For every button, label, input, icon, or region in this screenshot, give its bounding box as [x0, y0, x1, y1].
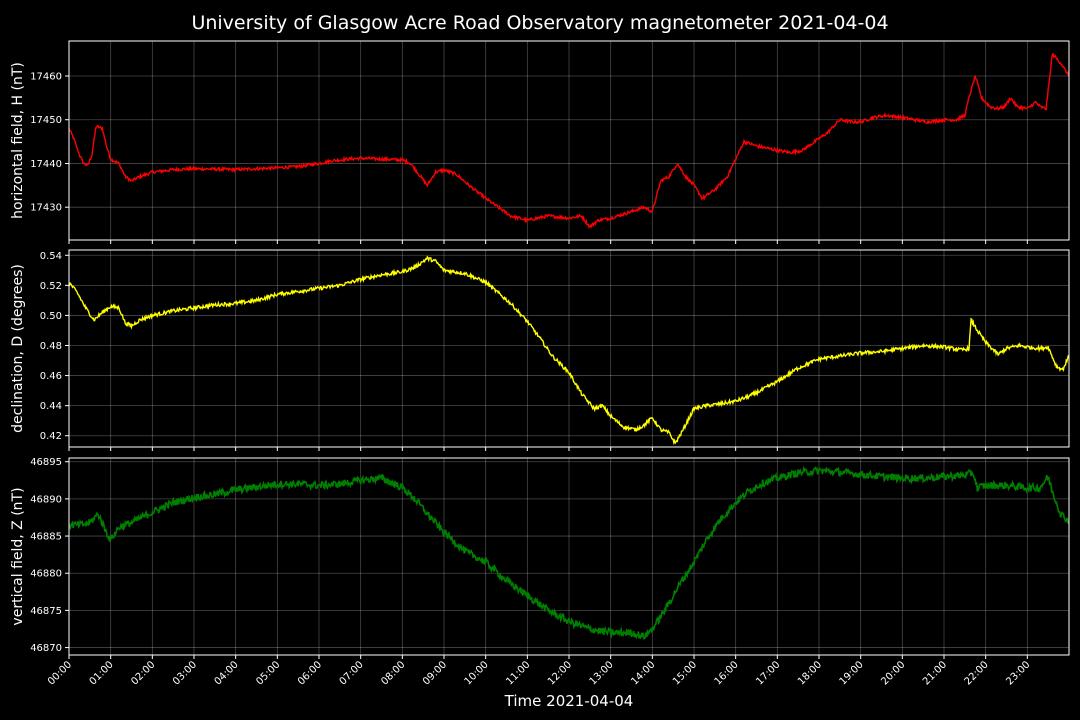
panel-1: 17430 17440 17450 17460 horizontal field, H … [10, 40, 1070, 244]
x-tick-label: 22:00 [963, 659, 991, 687]
series-line [69, 52, 1069, 229]
x-tick-label: 20:00 [879, 659, 907, 687]
x-tick-label: 15:00 [671, 659, 699, 687]
x-tick-label: 06:00 [296, 659, 324, 687]
x-tick-label: 02:00 [129, 659, 157, 687]
y-tick-label: 46880 [30, 569, 62, 580]
y-tick-label: 17440 [30, 159, 62, 170]
x-tick-label: 00:00 [46, 659, 74, 687]
panel-3: 46870 46875 46880 46885 46890 46895 vertical f… [10, 457, 1070, 659]
y-tick-label: 46895 [30, 457, 62, 468]
y-tick-label: 0.48 [40, 341, 62, 352]
y-tick-label: 17430 [30, 203, 62, 214]
y-tick-label: 17450 [30, 115, 62, 126]
x-tick-label: 14:00 [629, 659, 657, 687]
chart-panels: 17430 17440 17450 17460 horizontal field, H … [10, 40, 1070, 688]
y-axis-label: vertical field, Z (nT) [10, 487, 26, 625]
x-tick-label: 18:00 [796, 659, 824, 687]
x-tick-label: 13:00 [588, 659, 616, 687]
x-tick-label: 12:00 [546, 659, 574, 687]
x-tick-label: 17:00 [754, 659, 782, 687]
x-tick-label: 07:00 [338, 659, 366, 687]
series-line [69, 465, 1069, 641]
panel-frame [68, 40, 1070, 241]
series-line [69, 255, 1069, 446]
y-tick-label: 0.50 [40, 311, 62, 322]
panel-frame [68, 457, 1070, 656]
x-tick-label: 21:00 [921, 659, 949, 687]
y-axis-label: declination, D (degrees) [10, 264, 26, 433]
y-tick-label: 0.44 [40, 401, 62, 412]
x-tick-label: 16:00 [713, 659, 741, 687]
y-tick-label: 17460 [30, 71, 62, 82]
x-tick-label: 01:00 [88, 659, 116, 687]
x-tick-label: 05:00 [254, 659, 282, 687]
y-tick-label: 0.46 [40, 371, 62, 382]
x-tick-label: 08:00 [379, 659, 407, 687]
x-tick-label: 03:00 [171, 659, 199, 687]
y-axis-label: horizontal field, H (nT) [10, 62, 26, 219]
panel-2: 0.42 0.44 0.46 0.48 0.50 0.52 0.54 declination,… [10, 249, 1070, 451]
chart-title: University of Glasgow Acre Road Observat… [191, 12, 888, 34]
x-tick-label: 10:00 [463, 659, 491, 687]
y-tick-label: 46890 [30, 494, 62, 505]
y-tick-label: 46870 [30, 643, 62, 654]
y-tick-label: 0.52 [40, 281, 62, 292]
y-tick-label: 0.54 [40, 251, 62, 262]
x-tick-label: 11:00 [504, 659, 532, 687]
panel-frame [68, 249, 1070, 448]
x-tick-label: 23:00 [1004, 659, 1032, 687]
x-tick-label: 19:00 [838, 659, 866, 687]
x-axis-label: Time 2021-04-04 [504, 692, 634, 710]
x-tick-label: 04:00 [213, 659, 241, 687]
x-tick-label: 09:00 [421, 659, 449, 687]
y-tick-label: 0.42 [40, 431, 62, 442]
y-tick-label: 46875 [30, 606, 62, 617]
y-tick-label: 46885 [30, 532, 62, 543]
